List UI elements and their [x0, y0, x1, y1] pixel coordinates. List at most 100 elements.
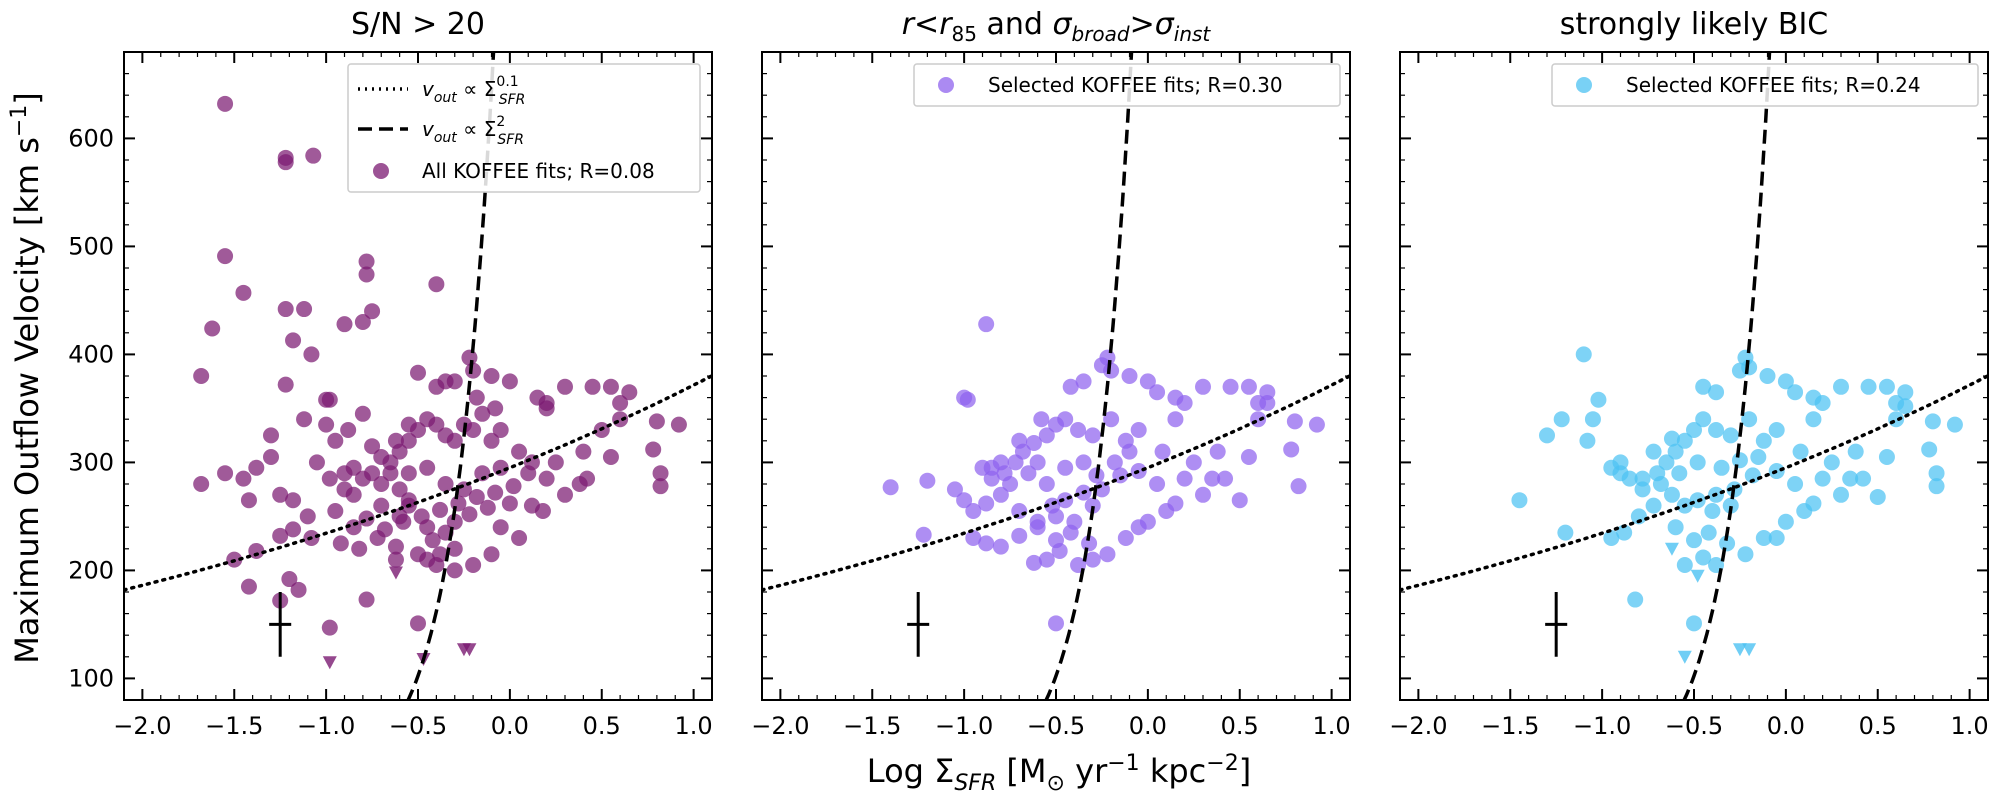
data-point — [1154, 443, 1171, 460]
data-point — [240, 578, 257, 595]
x-tick-label: 1.0 — [675, 712, 713, 740]
legend-series-label: Selected KOFFEE fits; R=0.24 — [1626, 73, 1921, 97]
data-point — [1833, 378, 1849, 395]
data-point — [1176, 470, 1193, 487]
legend-marker — [373, 163, 389, 179]
data-point — [602, 449, 619, 465]
data-point — [501, 495, 518, 512]
panel-sn20: S/N > 20 −2.0 −1.5 −1.0 −0.5 0.0 0.5 1.0 100 200… — [68, 7, 713, 740]
data-point — [410, 364, 426, 381]
data-point — [1755, 530, 1772, 546]
data-point — [318, 416, 335, 433]
data-point — [419, 551, 436, 568]
data-point — [621, 384, 638, 401]
data-point — [1103, 362, 1120, 379]
data-point — [1787, 476, 1804, 492]
data-point — [557, 486, 573, 503]
x-tick-label: −0.5 — [389, 712, 447, 740]
data-point — [1792, 443, 1809, 460]
data-point — [1139, 373, 1156, 390]
data-point — [919, 472, 936, 489]
data-point — [483, 546, 500, 563]
data-point — [364, 303, 381, 320]
data-point — [1002, 476, 1019, 492]
data-point — [511, 443, 528, 460]
data-point — [204, 320, 221, 337]
data-point — [602, 378, 619, 395]
axes-frame — [761, 51, 1351, 701]
axes-frame — [1399, 51, 1989, 701]
data-point — [1066, 513, 1083, 530]
data-point — [1924, 413, 1941, 430]
data-point — [1195, 486, 1211, 503]
data-point — [400, 432, 417, 449]
data-point — [400, 465, 417, 482]
y-tick-label: 400 — [68, 340, 114, 368]
data-point — [1011, 503, 1028, 519]
data-point — [992, 538, 1009, 555]
data-point — [1921, 441, 1938, 458]
legend-marker — [1576, 77, 1592, 93]
upper-limit-marker — [322, 656, 337, 670]
data-point — [382, 465, 399, 482]
data-point — [308, 454, 325, 471]
data-point — [296, 301, 313, 318]
data-point — [428, 416, 445, 433]
data-point — [263, 449, 279, 465]
data-point — [547, 454, 564, 471]
data-point — [1671, 465, 1688, 482]
data-point — [446, 540, 463, 557]
data-point — [1805, 411, 1822, 428]
data-point — [285, 492, 302, 509]
panel-bic: strongly likely BIC −2.0 −1.5 −1.0 −0.5 0.0 0… — [1389, 7, 1989, 740]
data-point — [1663, 430, 1680, 447]
data-point — [235, 284, 252, 301]
data-point — [501, 373, 518, 390]
data-point — [1627, 591, 1644, 608]
data-point — [248, 542, 265, 559]
data-point — [446, 432, 463, 449]
data-point — [277, 301, 294, 318]
data-point — [487, 400, 504, 417]
data-point — [1667, 443, 1684, 460]
data-point — [217, 95, 234, 112]
data-point — [263, 427, 279, 444]
upper-limit-marker — [462, 643, 477, 657]
data-point — [992, 486, 1009, 503]
data-point — [584, 378, 601, 395]
data-point — [1731, 452, 1748, 469]
data-point — [1645, 497, 1662, 514]
data-point — [1575, 346, 1592, 363]
data-point — [446, 562, 463, 579]
data-point — [1686, 422, 1702, 438]
x-tick-label: 1.0 — [1313, 712, 1351, 740]
data-point — [395, 513, 412, 530]
data-point — [1283, 441, 1300, 458]
x-tick-label: 0.0 — [1129, 712, 1167, 740]
data-point — [1946, 416, 1963, 433]
data-point — [327, 432, 344, 449]
panel-title: r<r85 and σbroad>σinst — [902, 7, 1212, 46]
data-point — [571, 476, 588, 492]
data-point — [978, 535, 995, 552]
data-point — [305, 147, 322, 164]
data-point — [965, 530, 982, 546]
data-point — [373, 449, 390, 465]
data-point — [523, 497, 540, 514]
data-point — [1855, 470, 1872, 487]
data-point — [557, 378, 573, 395]
data-point — [1240, 449, 1257, 465]
legend-series-label: Selected KOFFEE fits; R=0.30 — [988, 73, 1283, 97]
x-tick-label: −1.0 — [935, 712, 993, 740]
data-point — [978, 316, 995, 333]
data-point — [483, 432, 500, 449]
data-point — [1645, 443, 1662, 460]
relation-line-dotted — [1400, 374, 1988, 592]
data-point — [483, 368, 500, 384]
data-point — [332, 535, 349, 552]
data-point — [492, 519, 509, 536]
data-point — [1038, 427, 1055, 444]
upper-limit-marker — [388, 566, 403, 580]
data-point — [277, 154, 294, 171]
upper-limit-marker — [1677, 650, 1692, 664]
